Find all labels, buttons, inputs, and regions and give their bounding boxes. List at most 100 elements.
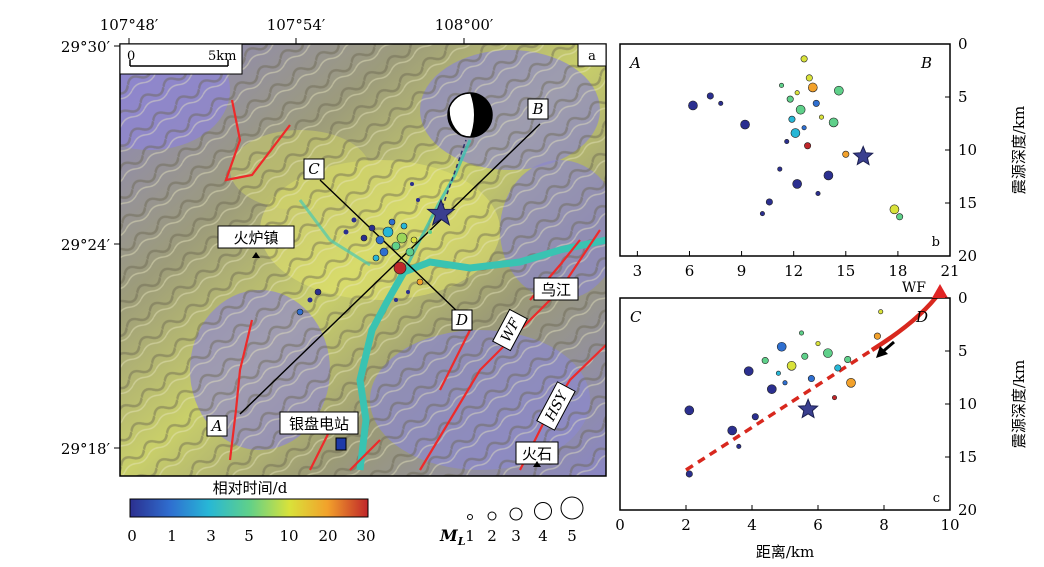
lat-tick-label: 29°18′ (61, 440, 111, 458)
x-tick-label: 18 (888, 262, 907, 280)
hypocenter-point (792, 179, 802, 189)
colorbar-tick: 10 (279, 527, 298, 545)
y-tick-label: 0 (958, 35, 968, 53)
hypocenter-point (790, 128, 801, 138)
profile-label-a: A (210, 417, 223, 435)
magnitude-label: ML (439, 526, 466, 548)
scalebar-box (119, 43, 243, 75)
mag-circle-1 (467, 514, 473, 520)
hypocenter-point (784, 139, 790, 145)
x-tick-label: 3 (633, 262, 643, 280)
mainshock-star-icon (852, 145, 874, 166)
panel-c-chart: WF C D c 0 2 4 6 8 10 0 5 10 15 20 距离/km 震源深度/km (615, 280, 1028, 561)
y-tick-label: 5 (958, 342, 968, 360)
lat-tick-label: 29°30′ (61, 38, 111, 56)
x-tick-label: 12 (784, 262, 803, 280)
hypocenter-point (786, 361, 797, 371)
mag-value: 5 (567, 527, 577, 545)
mainshock-star-icon (426, 198, 456, 226)
panel-b-frame (619, 43, 951, 257)
x-tick-label: 6 (685, 262, 695, 280)
hypocenter-point (801, 125, 807, 131)
colorbar-tick: 3 (206, 527, 216, 545)
hypocenter-point (834, 364, 842, 372)
hypocenter-point (706, 92, 714, 100)
mag-circle-4 (534, 502, 552, 520)
x-tick-label: 2 (681, 516, 691, 534)
y-tick-label: 5 (958, 88, 968, 106)
colorbar-tick: 1 (167, 527, 177, 545)
hypocenter-point (685, 470, 693, 478)
hypocenter-point (878, 309, 884, 315)
x-tick-label: 0 (615, 516, 625, 534)
panel-c-ylabel: 震源深度/km (1010, 360, 1028, 448)
mag-circle-3 (509, 507, 523, 521)
hypocenter-point (759, 211, 765, 217)
hypocenter-point (844, 355, 852, 363)
mainshock-star-icon (797, 397, 819, 419)
hypocenter-point (767, 384, 777, 394)
hypocenter-point (846, 378, 856, 388)
lon-tick-label: 107°54′ (267, 16, 326, 34)
focal-mechanism-icon (447, 92, 493, 138)
fault-trace-triangle-icon (932, 284, 948, 298)
hypocenter-point (779, 82, 785, 88)
hypocenter-point (842, 150, 850, 158)
hypocenter-point (777, 166, 783, 172)
y-tick-label: 15 (958, 448, 977, 466)
hypocenter-point (740, 119, 750, 130)
colorbar-tick: 5 (244, 527, 254, 545)
mag-value: 4 (538, 527, 548, 545)
fault-line (228, 319, 254, 461)
hypocenter-point (727, 425, 737, 436)
x-tick-label: 10 (940, 516, 959, 534)
hypocenter-point (889, 204, 900, 215)
place-huoshi: 火石 (522, 445, 552, 463)
corner-label-c: C (630, 308, 642, 326)
hypocenter-point (812, 99, 820, 107)
panel-label-a: a (588, 49, 596, 64)
hypocenter-point (718, 100, 724, 106)
y-tick-label: 20 (958, 501, 977, 519)
profile-label-c: C (308, 160, 320, 178)
colorbar-tick: 30 (356, 527, 375, 545)
lat-tick-label: 29°24′ (61, 236, 111, 254)
hypocenter-point (815, 341, 821, 347)
hypocenter-point (765, 198, 773, 206)
corner-label-b: B (920, 54, 932, 72)
profile-line-ab (239, 123, 541, 415)
hypocenter-point (688, 100, 698, 111)
mag-value: 3 (511, 527, 521, 545)
y-tick-label: 0 (958, 289, 968, 307)
hypocenter-point (818, 114, 824, 120)
x-tick-label: 6 (813, 516, 823, 534)
hypocenter-point (805, 74, 813, 82)
colorbar (129, 498, 369, 518)
scalebar-zero: 0 (127, 49, 135, 64)
hypocenter-point (815, 190, 821, 196)
mag-circle-2 (487, 511, 497, 521)
hypocenter-point (775, 370, 781, 376)
fault-label-wf-c: WF (902, 280, 926, 296)
y-tick-label: 10 (958, 141, 977, 159)
hypocenter-point (751, 413, 759, 421)
hypocenter-point (823, 348, 833, 358)
hypocenter-point (795, 104, 806, 115)
profile-label-d: D (455, 311, 468, 329)
hypocenter-point (823, 170, 834, 181)
profile-label-b: B (531, 100, 543, 118)
x-tick-label: 15 (836, 262, 855, 280)
place-yinpan: 银盘电站 (289, 415, 349, 433)
svg-text:c: c (933, 491, 940, 506)
colorbar-tick: 0 (127, 527, 137, 545)
x-tick-label: 21 (940, 262, 959, 280)
mag-value: 1 (465, 527, 475, 545)
y-tick-label: 20 (958, 247, 977, 265)
hypocenter-point (761, 357, 769, 365)
hypocenter-point (782, 380, 788, 386)
x-tick-label: 9 (737, 262, 747, 280)
colorbar-title: 相对时间/d (213, 479, 288, 497)
hypocenter-point (776, 341, 787, 352)
lon-tick-label: 108°00′ (435, 16, 494, 34)
map-panel: 107°48′ 107°54′ 108°00′ 29°30′ 29°24′ 29… (61, 16, 607, 548)
